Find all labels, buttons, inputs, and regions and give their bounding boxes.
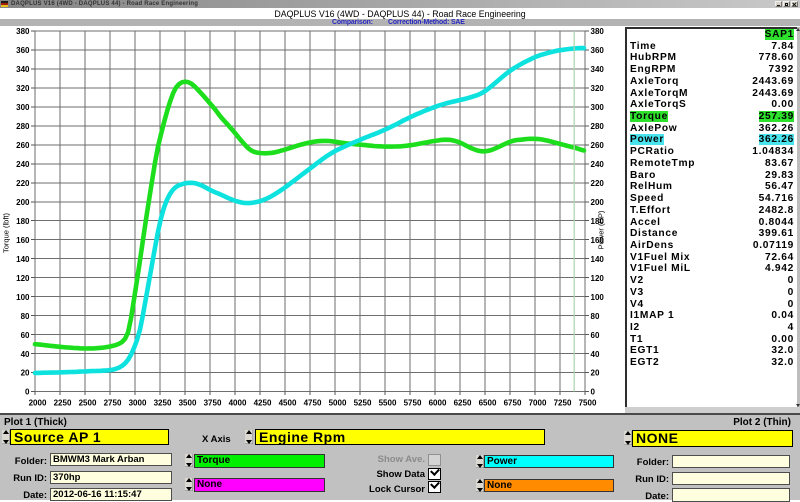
svg-text:300: 300 [591, 103, 605, 112]
svg-text:180: 180 [16, 217, 30, 226]
svg-text:3250: 3250 [154, 399, 172, 408]
svg-text:4000: 4000 [229, 399, 247, 408]
svg-text:320: 320 [591, 84, 605, 93]
svg-text:6750: 6750 [504, 399, 522, 408]
svg-text:280: 280 [16, 122, 30, 131]
svg-text:340: 340 [16, 65, 30, 74]
svg-text:380: 380 [591, 27, 605, 36]
svg-text:240: 240 [591, 160, 605, 169]
svg-text:260: 260 [591, 141, 605, 150]
svg-text:220: 220 [16, 179, 30, 188]
svg-text:300: 300 [16, 103, 30, 112]
svg-text:7000: 7000 [529, 399, 547, 408]
svg-text:5500: 5500 [379, 399, 397, 408]
svg-text:6250: 6250 [454, 399, 472, 408]
svg-text:2000: 2000 [29, 399, 47, 408]
svg-text:80: 80 [591, 312, 600, 321]
svg-text:0: 0 [25, 388, 30, 397]
svg-text:140: 140 [16, 255, 30, 264]
svg-text:3750: 3750 [204, 399, 222, 408]
svg-text:7250: 7250 [554, 399, 572, 408]
svg-text:3000: 3000 [129, 399, 147, 408]
svg-text:4250: 4250 [254, 399, 272, 408]
svg-text:140: 140 [591, 255, 605, 264]
svg-text:5250: 5250 [354, 399, 372, 408]
svg-text:20: 20 [591, 369, 600, 378]
svg-text:0: 0 [591, 388, 596, 397]
svg-text:120: 120 [16, 274, 30, 283]
svg-text:180: 180 [591, 217, 605, 226]
svg-text:340: 340 [591, 65, 605, 74]
svg-text:160: 160 [591, 236, 605, 245]
svg-text:360: 360 [591, 46, 605, 55]
svg-text:200: 200 [16, 198, 30, 207]
svg-text:40: 40 [591, 350, 600, 359]
svg-text:6500: 6500 [479, 399, 497, 408]
svg-text:380: 380 [16, 27, 30, 36]
svg-text:60: 60 [21, 331, 30, 340]
svg-text:100: 100 [16, 293, 30, 302]
svg-text:280: 280 [591, 122, 605, 131]
svg-text:5000: 5000 [329, 399, 347, 408]
svg-text:4500: 4500 [279, 399, 297, 408]
svg-text:6000: 6000 [429, 399, 447, 408]
svg-text:Power (HP): Power (HP) [597, 210, 606, 249]
svg-text:2250: 2250 [54, 399, 72, 408]
svg-text:5750: 5750 [404, 399, 422, 408]
svg-text:80: 80 [21, 312, 30, 321]
svg-text:260: 260 [16, 141, 30, 150]
svg-text:60: 60 [591, 331, 600, 340]
svg-text:320: 320 [16, 84, 30, 93]
svg-text:160: 160 [16, 236, 30, 245]
svg-text:2750: 2750 [104, 399, 122, 408]
svg-text:120: 120 [591, 274, 605, 283]
svg-text:7500: 7500 [579, 399, 597, 408]
svg-text:Torque (lbft): Torque (lbft) [2, 212, 11, 253]
svg-text:2500: 2500 [79, 399, 97, 408]
svg-text:4750: 4750 [304, 399, 322, 408]
svg-text:240: 240 [16, 160, 30, 169]
svg-text:360: 360 [16, 46, 30, 55]
svg-text:200: 200 [591, 198, 605, 207]
svg-text:100: 100 [591, 293, 605, 302]
svg-text:40: 40 [21, 350, 30, 359]
svg-text:220: 220 [591, 179, 605, 188]
svg-text:20: 20 [21, 369, 30, 378]
svg-text:3500: 3500 [179, 399, 197, 408]
